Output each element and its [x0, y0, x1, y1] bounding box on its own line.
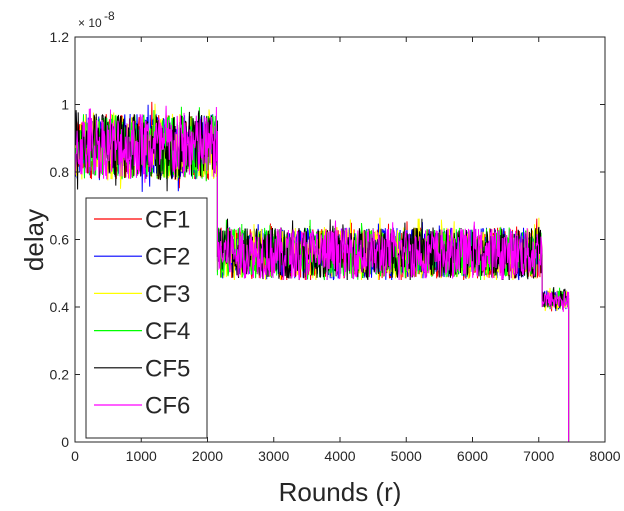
y-tick-label: 0.2 [50, 367, 70, 383]
legend-label-cf2: CF2 [145, 244, 190, 271]
legend-label-cf4: CF4 [145, 318, 190, 345]
y-scale-label: × 10 [78, 16, 102, 30]
y-tick-label: 0.6 [50, 232, 70, 248]
y-tick-label: 0.4 [50, 299, 70, 315]
legend: CF1 CF2 CF3 CF4 CF5 CF6 [85, 197, 208, 439]
y-scale-exponent: -8 [104, 9, 115, 23]
x-tick-label: 6000 [457, 448, 488, 464]
x-tick-label: 3000 [258, 448, 289, 464]
y-tick-label: 1 [61, 97, 69, 113]
x-tick-label: 2000 [192, 448, 223, 464]
legend-label-cf6: CF6 [145, 393, 190, 420]
x-axis-label: Rounds (r) [279, 477, 402, 506]
series-line-cf6 [74, 105, 605, 443]
x-tick-label: 5000 [391, 448, 422, 464]
x-tick-label: 7000 [523, 448, 554, 464]
legend-box [85, 197, 208, 439]
x-tick-label: 4000 [324, 448, 355, 464]
y-tick-label: 0 [61, 434, 69, 450]
legend-label-cf5: CF5 [145, 355, 190, 382]
y-tick-label: 1.2 [50, 29, 70, 45]
series-layer [74, 101, 605, 443]
x-tick-label: 0 [71, 448, 79, 464]
legend-label-cf1: CF1 [145, 207, 190, 234]
legend-label-cf3: CF3 [145, 281, 190, 308]
x-tick-label: 8000 [589, 448, 620, 464]
ticks-layer: 0 1000 2000 3000 4000 5000 6000 7000 8000 0 0.2 0.4… [50, 29, 621, 464]
x-tick-label: 1000 [126, 448, 157, 464]
y-tick-label: 0.8 [50, 164, 70, 180]
y-axis-label: delay [19, 209, 49, 271]
